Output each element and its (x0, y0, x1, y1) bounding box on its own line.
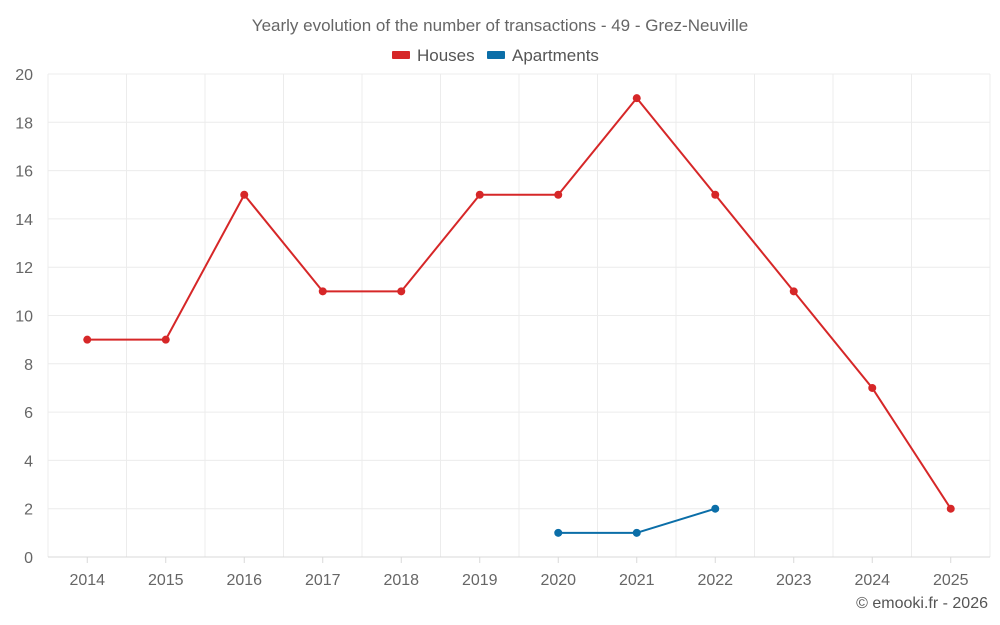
x-tick-label: 2015 (148, 572, 184, 589)
data-point-houses (475, 190, 484, 199)
data-point-houses (789, 287, 798, 296)
axes: 0 2 4 6 8 10 12 14 16 18 20 2014 2015 2016 2017 2018 201… (15, 67, 990, 589)
x-tick-label: 2018 (383, 572, 419, 589)
data-point-houses (946, 504, 955, 513)
data-point-houses (397, 287, 406, 296)
x-tick-label: 2014 (69, 572, 105, 589)
chart-title: Yearly evolution of the number of transa… (252, 16, 748, 35)
legend-swatch-apartments (487, 51, 505, 59)
data-point-houses (83, 335, 92, 344)
x-tick-label: 2017 (305, 572, 341, 589)
data-point-houses (554, 190, 563, 199)
y-tick-label: 8 (24, 357, 33, 374)
data-point-apartments (554, 528, 563, 537)
y-tick-label: 16 (15, 164, 33, 181)
x-tick-label: 2021 (619, 572, 655, 589)
data-point-apartments (632, 528, 641, 537)
y-tick-label: 4 (24, 453, 33, 470)
x-tick-label: 2023 (776, 572, 812, 589)
copyright-footer: © emooki.fr - 2026 (856, 595, 988, 612)
y-tick-label: 18 (15, 115, 33, 132)
series (83, 94, 955, 537)
grid (47, 73, 991, 557)
x-tick-label: 2024 (854, 572, 890, 589)
legend: Houses Apartments (392, 46, 599, 65)
legend-item-apartments[interactable]: Apartments (487, 46, 599, 65)
series-line-houses (87, 97, 952, 510)
legend-swatch-houses (392, 51, 410, 59)
legend-item-houses[interactable]: Houses (392, 46, 475, 65)
x-tick-label: 2022 (697, 572, 733, 589)
data-point-apartments (711, 504, 720, 513)
y-tick-label: 10 (15, 309, 33, 326)
y-tick-label: 6 (24, 405, 33, 422)
x-tick-label: 2025 (933, 572, 969, 589)
legend-label-houses: Houses (417, 46, 475, 65)
x-tick-label: 2020 (540, 572, 576, 589)
y-tick-label: 2 (24, 502, 33, 519)
data-point-houses (711, 190, 720, 199)
y-tick-label: 14 (15, 212, 33, 229)
data-point-houses (161, 335, 170, 344)
x-tick-label: 2019 (462, 572, 498, 589)
data-point-houses (632, 94, 641, 103)
x-tick-label: 2016 (226, 572, 262, 589)
data-point-houses (318, 287, 327, 296)
y-tick-label: 20 (15, 67, 33, 84)
data-point-houses (240, 190, 249, 199)
y-tick-label: 0 (24, 550, 33, 567)
y-tick-label: 12 (15, 260, 33, 277)
legend-label-apartments: Apartments (512, 46, 599, 65)
data-point-houses (868, 383, 877, 392)
